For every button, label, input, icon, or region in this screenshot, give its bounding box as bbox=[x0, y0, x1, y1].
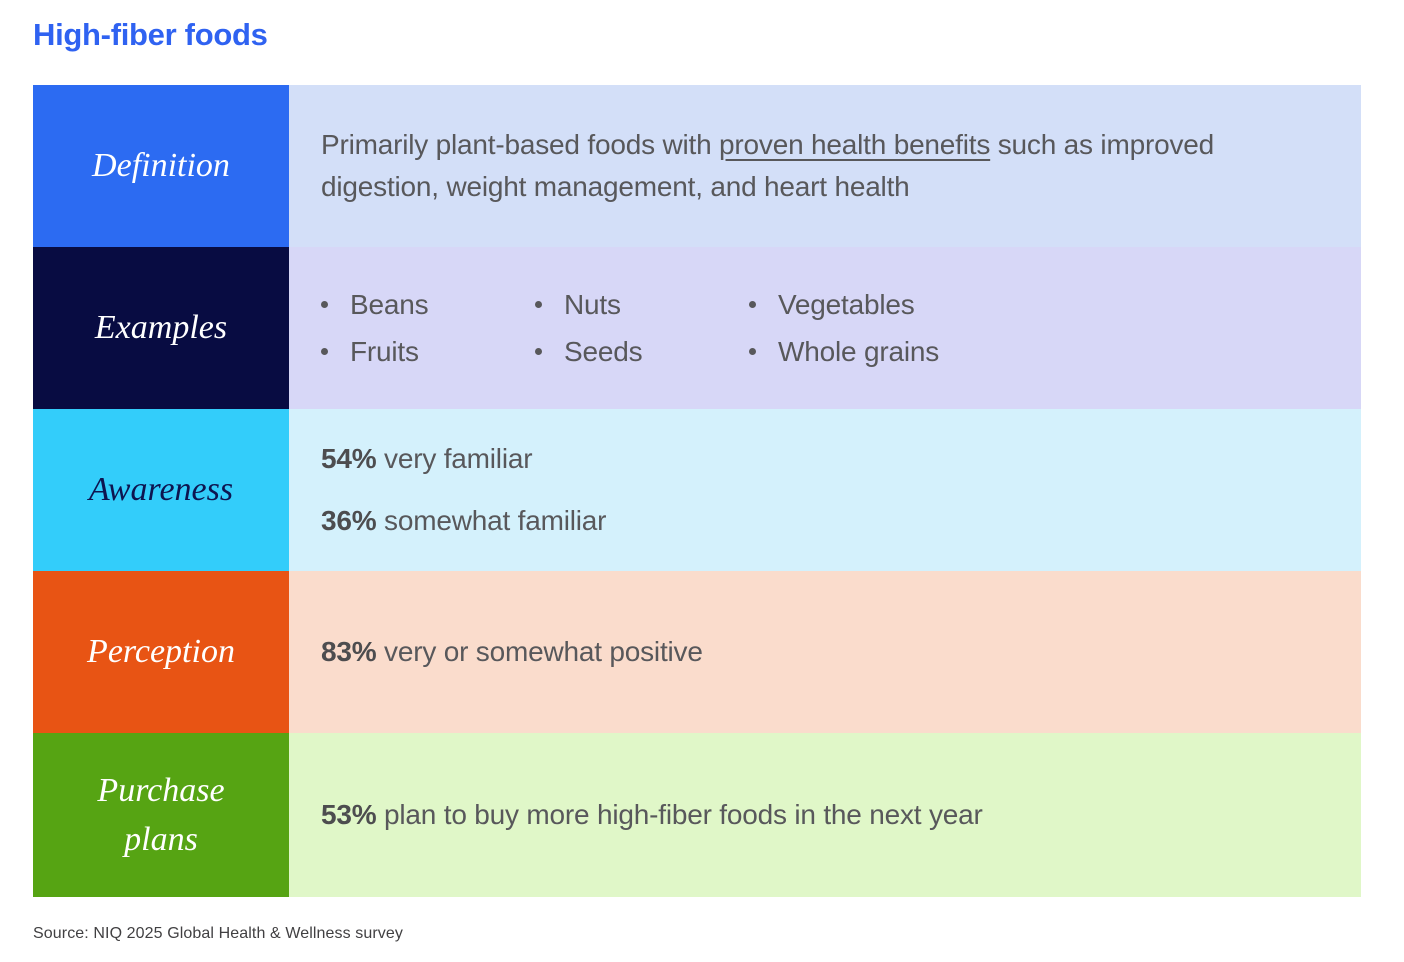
definition-text: Primarily plant-based foods with proven … bbox=[321, 124, 1271, 208]
high-fiber-foods-table: Definition Primarily plant-based foods w… bbox=[33, 85, 1361, 897]
awareness-stat-very-familiar: 54% very familiar bbox=[321, 438, 1337, 480]
bullet-dot-icon bbox=[535, 301, 542, 308]
table-row-definition: Definition Primarily plant-based foods w… bbox=[33, 85, 1361, 247]
definition-label-cell: Definition bbox=[33, 85, 289, 247]
example-item: Vegetables bbox=[749, 281, 939, 328]
table-row-purchase-plans: Purchase plans 53% plan to buy more high… bbox=[33, 733, 1361, 897]
proven-health-benefits-link[interactable]: proven health benefits bbox=[719, 129, 991, 160]
example-item: Seeds bbox=[535, 328, 749, 375]
example-item-label: Vegetables bbox=[778, 288, 915, 320]
definition-text-before: Primarily plant-based foods with bbox=[321, 129, 720, 160]
example-item-label: Whole grains bbox=[778, 335, 940, 367]
bullet-dot-icon bbox=[535, 348, 542, 355]
example-item: Beans bbox=[321, 281, 535, 328]
purchase-plans-stat: 53% plan to buy more high-fiber foods in… bbox=[321, 794, 1337, 836]
examples-content-cell: Beans Fruits Nuts Seeds Vegetables Whole… bbox=[289, 247, 1361, 409]
perception-label: Perception bbox=[87, 633, 235, 671]
examples-grid: Beans Fruits Nuts Seeds Vegetables Whole… bbox=[321, 281, 1337, 375]
perception-stat: 83% very or somewhat positive bbox=[321, 631, 1337, 673]
definition-text-after: such as improved digestion, weight manag… bbox=[321, 129, 1214, 202]
example-item-label: Fruits bbox=[350, 335, 419, 367]
awareness-label-cell: Awareness bbox=[33, 409, 289, 571]
awareness-stat-somewhat-familiar: 36% somewhat familiar bbox=[321, 500, 1337, 542]
example-item: Whole grains bbox=[749, 328, 939, 375]
source-note: Source: NIQ 2025 Global Health & Wellnes… bbox=[33, 925, 404, 942]
stat-value: 83% bbox=[321, 636, 377, 667]
examples-column-1: Beans Fruits bbox=[321, 281, 535, 375]
stat-value: 53% bbox=[321, 799, 377, 830]
table-row-perception: Perception 83% very or somewhat positive bbox=[33, 571, 1361, 733]
perception-content-cell: 83% very or somewhat positive bbox=[289, 571, 1361, 733]
examples-column-3: Vegetables Whole grains bbox=[749, 281, 939, 375]
stat-text: plan to buy more high-fiber foods in the… bbox=[376, 799, 983, 830]
stat-text: very or somewhat positive bbox=[376, 636, 703, 667]
bullet-dot-icon bbox=[321, 301, 328, 308]
table-row-awareness: Awareness 54% very familiar 36% somewhat… bbox=[33, 409, 1361, 571]
perception-label-cell: Perception bbox=[33, 571, 289, 733]
bullet-dot-icon bbox=[321, 348, 328, 355]
awareness-label: Awareness bbox=[88, 471, 234, 509]
definition-label: Definition bbox=[92, 147, 230, 185]
example-item-label: Beans bbox=[350, 288, 429, 320]
example-item: Fruits bbox=[321, 328, 535, 375]
page-title: High-fiber foods bbox=[33, 17, 268, 52]
bullet-dot-icon bbox=[749, 348, 756, 355]
purchase-plans-label: Purchase plans bbox=[97, 771, 225, 858]
table-row-examples: Examples Beans Fruits Nuts Seeds Vegetab… bbox=[33, 247, 1361, 409]
stat-value: 36% bbox=[321, 505, 377, 536]
example-item-label: Nuts bbox=[564, 288, 621, 320]
awareness-content-cell: 54% very familiar 36% somewhat familiar bbox=[289, 409, 1361, 571]
definition-content-cell: Primarily plant-based foods with proven … bbox=[289, 85, 1361, 247]
examples-column-2: Nuts Seeds bbox=[535, 281, 749, 375]
bullet-dot-icon bbox=[749, 301, 756, 308]
example-item-label: Seeds bbox=[564, 335, 643, 367]
examples-label-cell: Examples bbox=[33, 247, 289, 409]
examples-label: Examples bbox=[94, 309, 228, 347]
stat-text: somewhat familiar bbox=[376, 505, 607, 536]
stat-text: very familiar bbox=[376, 443, 533, 474]
purchase-plans-label-cell: Purchase plans bbox=[33, 733, 289, 897]
example-item: Nuts bbox=[535, 281, 749, 328]
purchase-plans-content-cell: 53% plan to buy more high-fiber foods in… bbox=[289, 733, 1361, 897]
stat-value: 54% bbox=[321, 443, 377, 474]
